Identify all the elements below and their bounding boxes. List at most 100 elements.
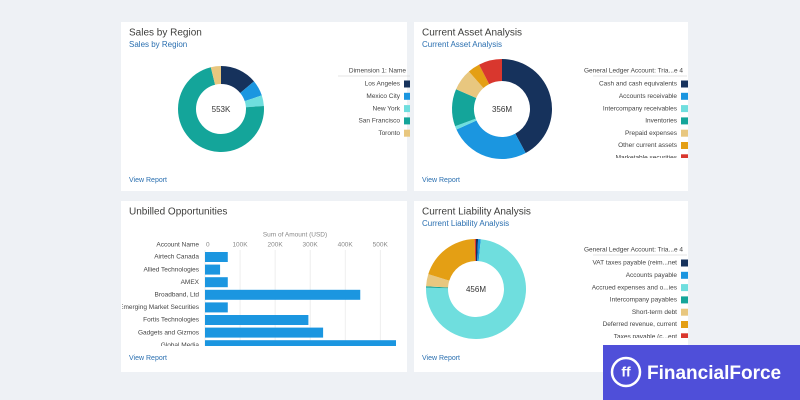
legend-swatch	[681, 92, 688, 100]
bar	[205, 315, 309, 325]
panel-title: Unbilled Opportunities	[129, 207, 227, 218]
bar	[205, 264, 221, 275]
donut-segment	[502, 59, 552, 154]
panel	[414, 201, 688, 372]
legend-title: Dimension 1: Name	[349, 68, 406, 75]
donut-segment	[425, 239, 526, 339]
view-report-link[interactable]: View Report	[422, 355, 460, 362]
donut-total: 553K	[212, 105, 231, 114]
legend-label: Intercompany payables	[610, 297, 678, 304]
legend-swatch	[681, 142, 688, 149]
legend-label: Marketable securities	[616, 155, 678, 162]
legend-label: Prepaid expenses	[625, 130, 678, 137]
legend-label: VAT taxes payable (reim...net	[592, 260, 677, 267]
view-report-link[interactable]: View Report	[129, 355, 167, 362]
category-label: Gadgets and Gizmos	[138, 329, 200, 336]
legend-label: Los Angeles	[365, 81, 401, 88]
x-tick-label: 200K	[267, 242, 283, 249]
donut-segment	[426, 286, 449, 289]
legend-label: Intercompany receivables	[603, 105, 678, 112]
category-label: Broadband, Ltd	[155, 292, 200, 299]
donut-segment	[452, 89, 477, 127]
plot: Airtech Canada Allied Technologies AMEX Bro…	[119, 250, 396, 349]
donut-segment	[474, 239, 476, 262]
legend-label: Toronto	[378, 130, 400, 137]
panel-title: Current Asset Analysis	[422, 28, 522, 39]
y-axis-title: Account Name	[156, 242, 199, 249]
legend-swatch	[681, 129, 688, 137]
legend-swatch	[681, 154, 688, 158]
legend-swatch	[681, 271, 688, 279]
panel-title: Sales by Region	[129, 28, 202, 39]
donut-segment	[177, 67, 264, 152]
legend-swatch	[681, 80, 688, 88]
legend-label: Accrued expenses and o...ies	[592, 284, 678, 291]
legend: VAT taxes payable (reim...net Accounts pa…	[592, 259, 688, 341]
legend-swatch	[681, 308, 688, 316]
x-axis-title: Sum of Amount (USD)	[263, 232, 327, 239]
legend-label: New York	[373, 105, 401, 112]
x-tick-label: 500K	[373, 242, 389, 249]
legend-label: Taxes payable (c...ent	[614, 334, 677, 341]
legend: Cash and cash equivalents Accounts receiv…	[599, 80, 688, 162]
legend-swatch	[681, 296, 688, 304]
logo-icon	[610, 356, 642, 388]
legend-label: Deferred revenue, current	[603, 321, 678, 328]
view-report-link[interactable]: View Report	[129, 177, 167, 184]
x-tick-label: 400K	[338, 242, 354, 249]
brand-logo: ff FinancialForce	[603, 345, 800, 400]
donut-segment	[456, 120, 526, 159]
bar	[205, 327, 324, 338]
donut-segment	[221, 66, 255, 93]
legend-swatch	[404, 129, 410, 137]
legend-title: General Ledger Account: Tria...e 4	[584, 247, 683, 254]
category-label: Fortis Technologies	[143, 317, 200, 324]
legend-swatch	[681, 105, 688, 113]
legend: Los Angeles Mexico City New York San Franci…	[358, 80, 410, 137]
donut-segment	[455, 118, 477, 130]
donut-segment	[456, 71, 484, 98]
bar	[205, 289, 361, 300]
legend-swatch	[681, 321, 688, 328]
legend-label: Inventories	[645, 118, 678, 125]
legend-swatch	[681, 284, 688, 292]
legend-label: Accounts receivable	[619, 93, 678, 100]
donut-total: 456M	[466, 285, 486, 294]
donut-segment	[244, 95, 264, 108]
legend-swatch	[404, 80, 410, 88]
bar	[205, 302, 228, 313]
legend-label: Other current assets	[618, 142, 678, 149]
legend-label: San Francisco	[358, 118, 400, 125]
x-tick-label: 300K	[303, 242, 319, 249]
x-tick-label: 0	[206, 242, 210, 249]
donut-segment	[426, 274, 450, 288]
donut-segment	[210, 66, 221, 85]
legend-label: Accounts payable	[626, 272, 678, 279]
logo-box	[603, 345, 800, 400]
x-tick-label: 100K	[232, 242, 248, 249]
legend-swatch	[681, 117, 688, 125]
panel-subtitle: Current Asset Analysis	[422, 40, 502, 49]
legend-label: Short-term debt	[632, 309, 677, 316]
panel-subtitle: Current Liability Analysis	[422, 219, 509, 228]
logo-icon-mark: ff	[621, 364, 631, 380]
donut-segment	[428, 239, 476, 281]
legend-swatch	[681, 333, 688, 338]
bar	[205, 340, 396, 346]
donut-segment	[476, 239, 479, 262]
legend-swatch	[404, 92, 410, 100]
legend-title: General Ledger Account: Tria...e 4	[584, 68, 683, 75]
donut-segment	[477, 239, 481, 262]
view-report-link[interactable]: View Report	[422, 177, 460, 184]
legend-label: Mexico City	[366, 93, 400, 100]
category-label: Global Media	[161, 342, 200, 349]
legend-swatch	[404, 117, 410, 125]
panel	[121, 22, 407, 191]
bar	[205, 252, 228, 262]
category-label: Emerging Market Securities	[119, 304, 200, 311]
category-label: AMEX	[181, 279, 200, 286]
panel-subtitle: Sales by Region	[129, 40, 187, 49]
legend-swatch	[681, 259, 688, 267]
panel-title: Current Liability Analysis	[422, 207, 531, 218]
